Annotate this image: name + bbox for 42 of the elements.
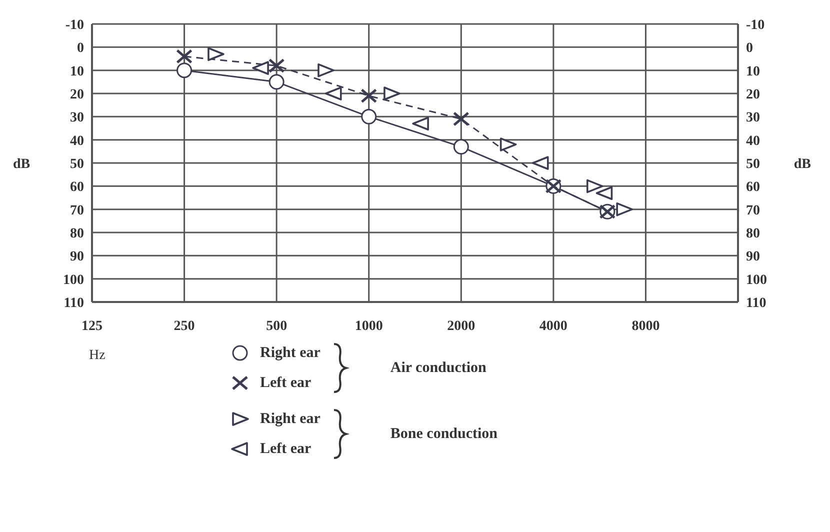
legend-label: Right ear — [260, 344, 320, 362]
y-tick-label: 60 — [70, 180, 84, 196]
x-tick-label: 1000 — [354, 318, 383, 334]
text: Air conduction — [390, 360, 486, 376]
y2-tick-label: 80 — [746, 226, 760, 242]
y-tick-label: 0 — [77, 41, 84, 56]
y-tick-label: 110 — [64, 296, 84, 311]
y2-tick-label: 50 — [746, 156, 760, 172]
y-axis-title: dB — [13, 156, 30, 172]
y-tick-label: 20 — [70, 87, 84, 102]
y-tick-label: 10 — [70, 64, 84, 80]
y-tick-label: 50 — [70, 156, 84, 172]
y-tick-label: 100 — [63, 272, 84, 288]
y-tick-label: 80 — [70, 226, 84, 242]
y-tick-label: 40 — [70, 134, 84, 149]
y2-tick-label: -10 — [746, 18, 765, 33]
y-tick-label: 90 — [70, 250, 84, 265]
x-tick-label: 250 — [174, 318, 195, 334]
y2-tick-label: 110 — [746, 296, 766, 311]
y2-tick-label: 20 — [746, 87, 760, 102]
text: Bone conduction — [390, 426, 498, 442]
legend-label: Left ear — [260, 440, 312, 458]
x-tick-label: 8000 — [632, 318, 660, 334]
legend-label: Right ear — [260, 410, 320, 428]
y2-tick-label: 100 — [746, 272, 767, 288]
y-tick-label: 70 — [70, 203, 84, 218]
x-axis-title: Hz — [89, 348, 106, 363]
y2-tick-label: 30 — [746, 110, 760, 126]
x-tick-label: 2000 — [447, 318, 476, 334]
x-tick-label: 125 — [82, 318, 102, 334]
y-tick-label: 30 — [70, 110, 84, 126]
y2-tick-label: 70 — [746, 203, 760, 218]
legend-label: Left ear — [260, 374, 312, 392]
y2-axis-title: dB — [794, 156, 811, 172]
y2-tick-label: 40 — [746, 134, 760, 149]
x-tick-label: 4000 — [539, 318, 568, 334]
y2-tick-label: 60 — [746, 180, 760, 196]
y-tick-label: -10 — [65, 18, 84, 33]
y2-tick-label: 10 — [746, 64, 760, 80]
x-tick-label: 500 — [266, 318, 288, 334]
y2-tick-label: 0 — [746, 41, 753, 56]
y2-tick-label: 90 — [746, 250, 760, 265]
